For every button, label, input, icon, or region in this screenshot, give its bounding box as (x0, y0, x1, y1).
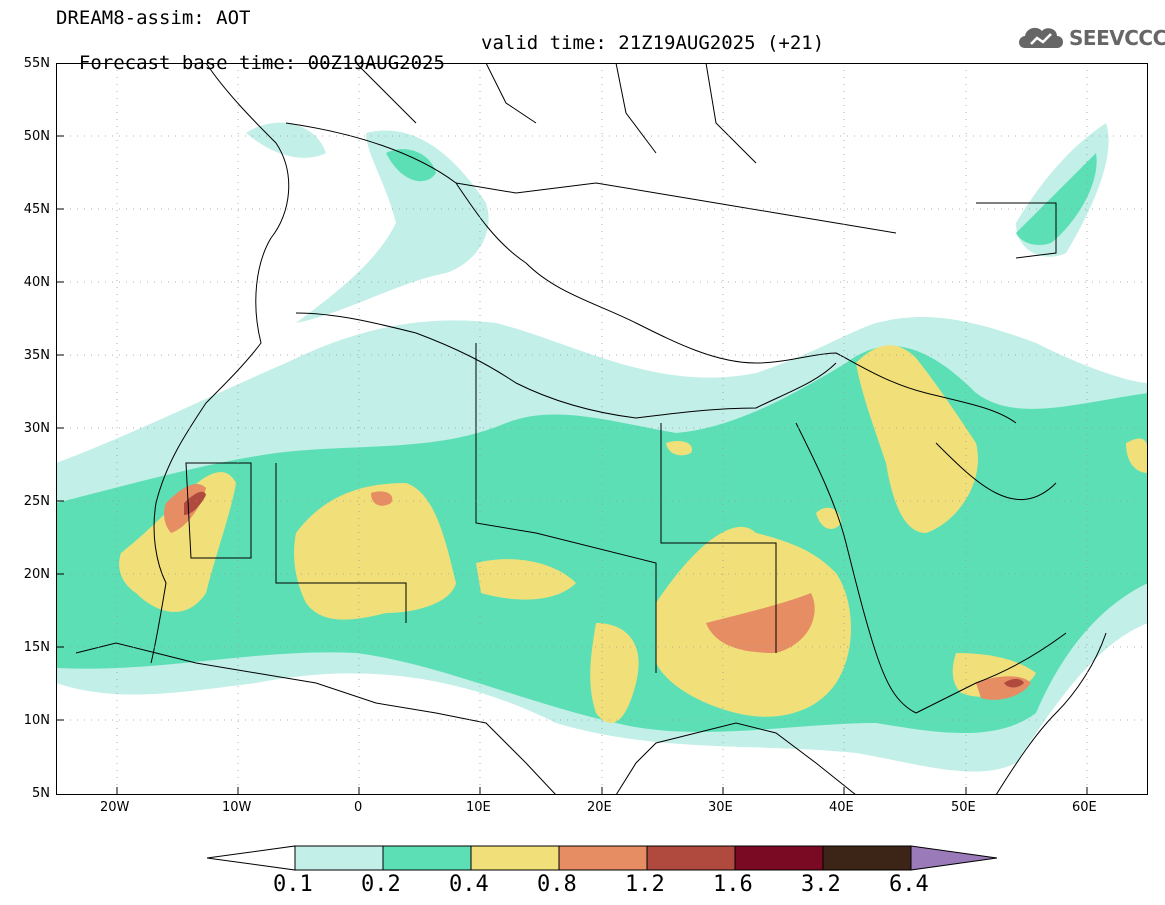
lon-label: 30E (708, 800, 733, 815)
lon-label: 10W (222, 800, 252, 815)
cloud-icon (1019, 27, 1063, 48)
lat-label: 50N (23, 129, 50, 144)
lat-label: 30N (23, 421, 50, 436)
lat-label: 45N (23, 202, 50, 217)
lon-label: 10E (466, 800, 491, 815)
lat-label: 40N (23, 275, 50, 290)
lon-label: 50E (951, 800, 976, 815)
colorbar-label: 0.1 (273, 872, 313, 897)
lat-label: 55N (23, 56, 50, 71)
map-border (56, 63, 1148, 795)
colorbar-label: 6.4 (889, 872, 929, 897)
colorbar-swatch (822, 845, 912, 871)
colorbar-swatch (646, 845, 736, 871)
seevccc-logo: SEEVCCC (1015, 22, 1165, 56)
valid-time: valid time: 21Z19AUG2025 (+21) (481, 32, 825, 54)
lon-label: 0 (354, 800, 363, 815)
colorbar-swatch (470, 845, 560, 871)
colorbar-label: 1.6 (713, 872, 753, 897)
colorbar-swatch (734, 845, 824, 871)
chart-title: DREAM8-assim: AOT (56, 7, 251, 29)
lat-label: 15N (23, 640, 50, 655)
colorbar-label: 0.2 (361, 872, 401, 897)
lat-label: 20N (23, 567, 50, 582)
colorbar-label: 1.2 (625, 872, 665, 897)
lon-label: 20E (587, 800, 612, 815)
colorbar-under-arrow (207, 845, 296, 871)
lat-label: 10N (23, 713, 50, 728)
lat-label: 35N (23, 348, 50, 363)
aot-map (56, 63, 1148, 795)
lon-label: 60E (1072, 800, 1097, 815)
gridlines (56, 63, 1148, 795)
colorbar-swatch (294, 845, 384, 871)
axis-ticks (56, 135, 1088, 795)
lon-label: 20W (100, 800, 130, 815)
map-canvas (56, 63, 1148, 795)
colorbar-label: 0.8 (537, 872, 577, 897)
colorbar (207, 845, 997, 871)
aot-band-1.2 (184, 491, 1024, 688)
coastlines (75, 63, 1107, 795)
lat-label: 25N (23, 494, 50, 509)
colorbar-label: 3.2 (801, 872, 841, 897)
colorbar-swatch (558, 845, 648, 871)
logo-text: SEEVCCC (1069, 26, 1165, 50)
colorbar-label: 0.4 (449, 872, 489, 897)
colorbar-over-arrow (910, 845, 997, 871)
lon-label: 40E (829, 800, 854, 815)
colorbar-swatch (382, 845, 472, 871)
lat-label: 5N (32, 786, 50, 801)
